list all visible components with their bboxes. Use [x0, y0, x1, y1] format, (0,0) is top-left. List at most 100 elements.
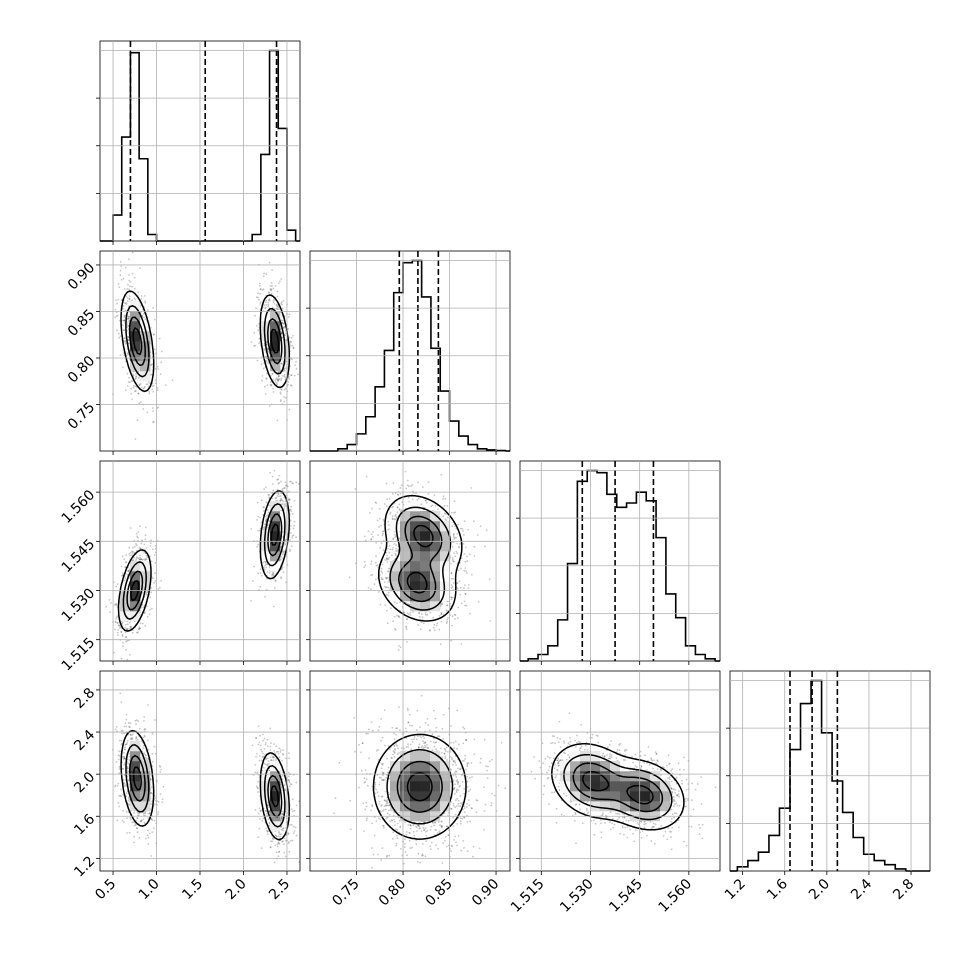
sample-point — [265, 273, 268, 275]
sample-point — [386, 586, 388, 588]
sample-point — [295, 367, 298, 370]
sample-point — [118, 795, 121, 797]
panel-background — [730, 671, 930, 871]
sample-point — [275, 307, 278, 310]
sample-point — [396, 614, 398, 617]
sample-point — [438, 614, 441, 617]
sample-point — [452, 560, 455, 563]
sample-point — [427, 492, 430, 495]
sample-point — [291, 482, 294, 484]
sample-point — [282, 549, 284, 552]
sample-point — [125, 636, 128, 638]
density-cell — [410, 541, 421, 552]
sample-point — [125, 640, 128, 643]
sample-point — [257, 329, 260, 332]
sample-point — [277, 282, 280, 285]
sample-point — [460, 557, 463, 560]
sample-point — [289, 550, 291, 552]
sample-point — [428, 630, 431, 632]
sample-point — [162, 785, 165, 788]
sample-point — [118, 805, 120, 808]
sample-point — [119, 354, 122, 356]
sample-point — [136, 556, 138, 559]
sample-point — [149, 832, 151, 835]
sample-point — [143, 551, 146, 554]
sample-point — [446, 620, 448, 623]
density-cell — [400, 541, 411, 552]
sample-point — [393, 543, 396, 545]
sample-point — [137, 392, 140, 395]
sample-point — [118, 624, 120, 626]
sample-point — [284, 339, 287, 342]
sample-point — [265, 372, 268, 375]
sample-point — [138, 547, 141, 549]
sample-point — [281, 307, 284, 310]
sample-point — [408, 485, 410, 488]
density-cell — [410, 581, 421, 592]
sample-point — [379, 603, 382, 606]
sample-point — [138, 626, 141, 628]
sample-point — [440, 473, 443, 476]
sample-point — [135, 736, 138, 738]
sample-point — [136, 811, 139, 814]
density-cell — [410, 501, 421, 512]
sample-point — [120, 278, 123, 281]
sample-point — [274, 380, 277, 382]
sample-point — [444, 512, 446, 515]
sample-point — [139, 547, 142, 550]
sample-point — [125, 302, 127, 304]
sample-point — [125, 743, 128, 745]
sample-point — [144, 559, 147, 562]
sample-point — [405, 617, 408, 620]
sample-point — [262, 506, 265, 508]
sample-point — [266, 343, 269, 346]
sample-point — [134, 719, 137, 722]
sample-point — [409, 612, 412, 614]
density-cell — [390, 581, 401, 592]
sample-point — [417, 481, 419, 484]
sample-point — [396, 511, 399, 514]
sample-point — [137, 557, 140, 560]
sample-point — [149, 555, 152, 558]
sample-point — [255, 307, 257, 310]
density-cell — [140, 331, 151, 342]
sample-point — [265, 486, 267, 489]
sample-point — [279, 393, 282, 395]
sample-point — [154, 803, 156, 806]
sample-point — [129, 554, 132, 557]
density-cell — [130, 351, 141, 362]
sample-point — [114, 316, 116, 319]
sample-point — [464, 584, 466, 587]
sample-point — [417, 624, 419, 626]
sample-point — [116, 616, 118, 619]
sample-point — [430, 505, 433, 508]
sample-point — [265, 566, 268, 569]
sample-point — [385, 586, 387, 589]
sample-point — [452, 582, 455, 584]
sample-point — [385, 577, 388, 580]
sample-point — [384, 576, 387, 579]
sample-point — [457, 587, 459, 590]
sample-point — [435, 624, 438, 627]
sample-point — [476, 534, 479, 536]
sample-point — [126, 326, 129, 329]
sample-point — [372, 535, 374, 538]
sample-point — [290, 510, 293, 513]
sample-point — [453, 560, 455, 563]
sample-point — [273, 303, 276, 305]
sample-point — [119, 269, 122, 272]
contour-line — [117, 490, 291, 632]
sample-point — [268, 292, 271, 294]
sample-point — [118, 242, 120, 244]
sample-point — [118, 332, 120, 335]
sample-point — [378, 526, 381, 528]
scatter-panel-2-1 — [306, 460, 511, 665]
sample-point — [264, 307, 266, 310]
contour-line — [398, 515, 443, 603]
sample-point — [136, 827, 139, 830]
sample-point — [265, 377, 268, 380]
sample-point — [457, 523, 459, 526]
sample-point — [264, 523, 267, 526]
sample-point — [139, 384, 141, 386]
density-cell — [440, 591, 451, 602]
